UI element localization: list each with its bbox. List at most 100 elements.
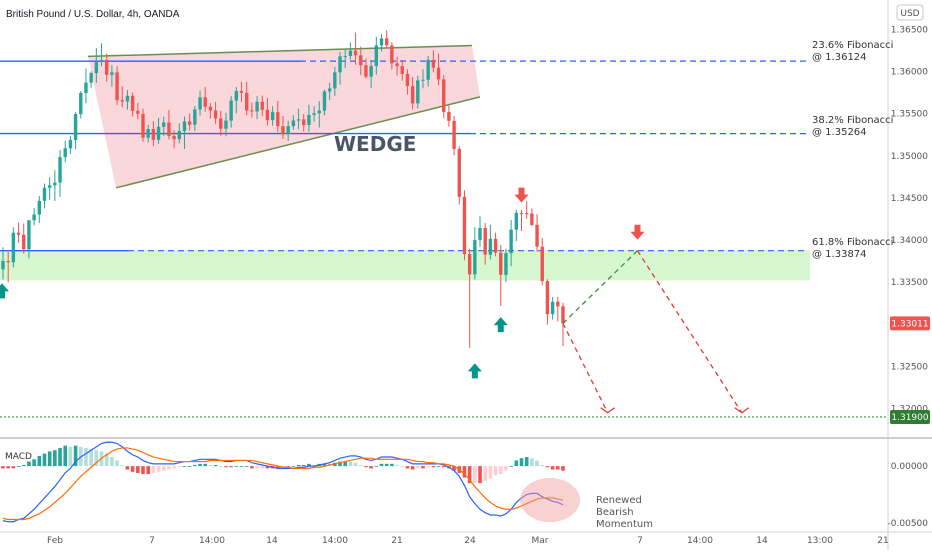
candle-body bbox=[509, 229, 513, 254]
macd-histogram-bar bbox=[524, 457, 529, 467]
macd-histogram-bar bbox=[384, 463, 389, 467]
currency-badge[interactable] bbox=[896, 4, 924, 21]
time-tick-label: 7 bbox=[637, 536, 643, 546]
macd-histogram-bar bbox=[6, 466, 10, 469]
macd-histogram-bar bbox=[379, 463, 384, 467]
candle-body bbox=[172, 135, 176, 140]
candle-body bbox=[296, 119, 301, 121]
macd-histogram-bar bbox=[353, 462, 358, 467]
price-tick-label: 1.34500 bbox=[891, 194, 928, 204]
candle-body bbox=[84, 82, 88, 94]
macd-histogram-bar bbox=[89, 449, 93, 467]
macd-histogram-bar bbox=[156, 466, 161, 472]
macd-histogram-bar bbox=[239, 466, 244, 467]
macd-histogram-bar bbox=[125, 466, 130, 470]
wedge-fill bbox=[88, 45, 480, 188]
fib-618-label: 61.8% Fibonacci bbox=[812, 237, 893, 248]
candle-body bbox=[47, 185, 52, 188]
macd-histogram-bar bbox=[343, 461, 348, 467]
candle-body bbox=[1, 261, 5, 270]
price-tick-label: 1.36500 bbox=[891, 25, 928, 35]
macd-histogram-bar bbox=[68, 446, 73, 467]
wedge-upper-line bbox=[87, 44, 473, 58]
macd-histogram-bar bbox=[1, 466, 5, 469]
candle-body bbox=[162, 122, 166, 127]
candle-body bbox=[167, 122, 171, 136]
candle-body bbox=[467, 254, 472, 275]
macd-histogram-bar bbox=[203, 463, 208, 467]
macd-histogram-bar bbox=[73, 445, 78, 467]
time-tick-label: 21 bbox=[877, 536, 888, 546]
candle-body bbox=[410, 86, 415, 104]
candle-body bbox=[426, 59, 430, 80]
macd-histogram-bar bbox=[151, 466, 156, 473]
candle-body bbox=[250, 110, 254, 112]
arrow-up-icon bbox=[467, 363, 482, 379]
candle-body bbox=[42, 187, 47, 201]
candle-body bbox=[312, 113, 316, 115]
candle-body bbox=[535, 224, 539, 247]
macd-histogram-bar bbox=[390, 463, 394, 467]
time-tick-label: Mar bbox=[532, 536, 549, 546]
macd-histogram-bar bbox=[37, 455, 42, 467]
macd-histogram-bar bbox=[110, 457, 114, 467]
candle-body bbox=[431, 59, 436, 68]
last-price-badge bbox=[890, 316, 930, 331]
macd-histogram-bar bbox=[58, 447, 62, 467]
macd-histogram-bar bbox=[250, 466, 254, 469]
candle-body bbox=[364, 65, 368, 77]
macd-histogram-bar bbox=[561, 466, 565, 471]
candle-body bbox=[379, 38, 384, 46]
macd-histogram-bar bbox=[255, 466, 259, 469]
annotation-arrows bbox=[0, 187, 645, 379]
macd-histogram-bar bbox=[301, 464, 306, 467]
candles bbox=[1, 30, 565, 348]
candle-body bbox=[115, 72, 119, 101]
macd-histogram-bar bbox=[208, 464, 213, 467]
macd-histogram-bar bbox=[11, 466, 16, 469]
candle-body bbox=[556, 301, 560, 307]
macd-histogram-bar bbox=[229, 466, 233, 468]
macd-histogram-bar bbox=[177, 466, 182, 468]
macd-line bbox=[2, 441, 564, 523]
candle-body bbox=[524, 213, 529, 215]
support-zone-rect bbox=[0, 250, 810, 281]
price-tick-label: 1.35500 bbox=[891, 110, 928, 120]
candle-body bbox=[265, 109, 270, 121]
time-tick-label: 14:00 bbox=[322, 536, 348, 546]
candle-body bbox=[374, 45, 379, 66]
price-tick-label: 1.34000 bbox=[891, 236, 928, 246]
candle-body bbox=[234, 90, 239, 101]
candle-body bbox=[473, 239, 477, 275]
macd-histogram-bar bbox=[509, 466, 513, 467]
candle-body bbox=[255, 101, 259, 112]
macd-histogram-bar bbox=[410, 466, 415, 470]
macd-panel bbox=[1, 441, 580, 523]
target-price-label: 1.31900 bbox=[891, 413, 928, 423]
candle-body bbox=[333, 72, 337, 89]
macd-histogram-bar bbox=[555, 466, 560, 470]
candle-body bbox=[11, 232, 16, 263]
candle-body bbox=[229, 100, 233, 121]
candle-body bbox=[260, 101, 264, 110]
macd-histogram-bar bbox=[473, 466, 477, 484]
macd-histogram-bar bbox=[483, 466, 488, 481]
price-tick-label: 1.36000 bbox=[891, 68, 928, 78]
candle-body bbox=[348, 50, 353, 56]
last-price-label: 1.33011 bbox=[891, 319, 928, 329]
macd-histogram-bar bbox=[395, 464, 399, 467]
projection-path-1 bbox=[562, 323, 609, 414]
candle-body bbox=[416, 80, 420, 104]
candle-body bbox=[442, 79, 446, 113]
macd-histogram-bar bbox=[441, 466, 446, 468]
candle-body bbox=[317, 110, 321, 114]
macd-histogram-bar bbox=[364, 466, 368, 468]
candle-body bbox=[99, 59, 104, 63]
macd-histogram-bar bbox=[421, 466, 425, 469]
candle-body bbox=[37, 200, 41, 215]
time-tick-label: 14:00 bbox=[687, 536, 713, 546]
macd-histogram-bar bbox=[130, 466, 135, 472]
fib-levels bbox=[0, 60, 888, 418]
time-tick-label: 13:00 bbox=[807, 536, 833, 546]
wedge-lower-line bbox=[115, 96, 481, 189]
